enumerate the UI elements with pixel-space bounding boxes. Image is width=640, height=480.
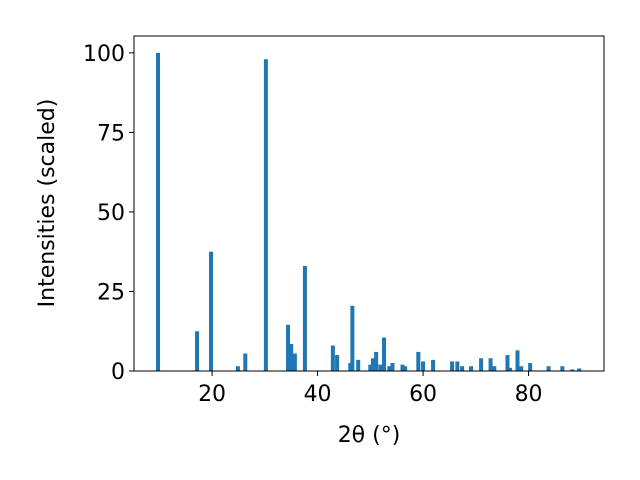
- plot-frame: [133, 35, 605, 372]
- bar: [368, 364, 373, 371]
- x-tick-label: 20: [198, 382, 226, 407]
- y-tick-label: 75: [97, 121, 125, 146]
- bar: [263, 59, 268, 371]
- bar: [286, 324, 291, 371]
- bar: [350, 305, 355, 371]
- bar: [243, 353, 248, 371]
- bar: [335, 355, 340, 371]
- bar: [515, 350, 520, 371]
- bar: [450, 361, 455, 371]
- bar: [348, 363, 353, 371]
- bar: [460, 366, 465, 371]
- bar: [302, 266, 307, 371]
- y-tick-label: 50: [97, 201, 125, 226]
- bar: [560, 366, 565, 371]
- bar: [488, 358, 493, 371]
- x-axis-label: 2θ (°): [338, 423, 401, 448]
- y-tick-label: 25: [97, 280, 125, 305]
- bar: [455, 361, 460, 371]
- bar: [292, 353, 297, 371]
- bar: [416, 351, 421, 371]
- bar: [577, 368, 582, 371]
- x-tick-label: 60: [409, 382, 437, 407]
- bar: [508, 367, 513, 371]
- bar: [431, 359, 436, 371]
- bar: [378, 364, 383, 371]
- bar: [479, 358, 484, 371]
- bar: [492, 366, 497, 371]
- bar: [289, 343, 294, 371]
- bar: [505, 355, 510, 371]
- bar: [403, 366, 408, 371]
- y-axis-label: Intensities (scaled): [35, 99, 60, 308]
- bar: [390, 363, 395, 371]
- bar: [469, 366, 474, 371]
- bar: [195, 331, 200, 371]
- bar: [421, 361, 426, 371]
- bar: [570, 369, 575, 371]
- x-tick-label: 40: [304, 382, 332, 407]
- bar: [519, 366, 524, 371]
- bar: [528, 363, 533, 371]
- bar: [356, 359, 361, 371]
- bar: [330, 345, 335, 371]
- bar: [155, 52, 161, 371]
- bar: [370, 358, 375, 371]
- bar: [400, 364, 405, 371]
- bar: [209, 251, 214, 371]
- bar: [235, 366, 240, 371]
- y-tick-label: 0: [111, 360, 125, 385]
- bar: [374, 351, 379, 371]
- bar: [546, 366, 551, 371]
- bar: [387, 366, 392, 371]
- x-tick-label: 80: [515, 382, 543, 407]
- y-tick-label: 100: [83, 42, 125, 67]
- bar: [382, 337, 387, 371]
